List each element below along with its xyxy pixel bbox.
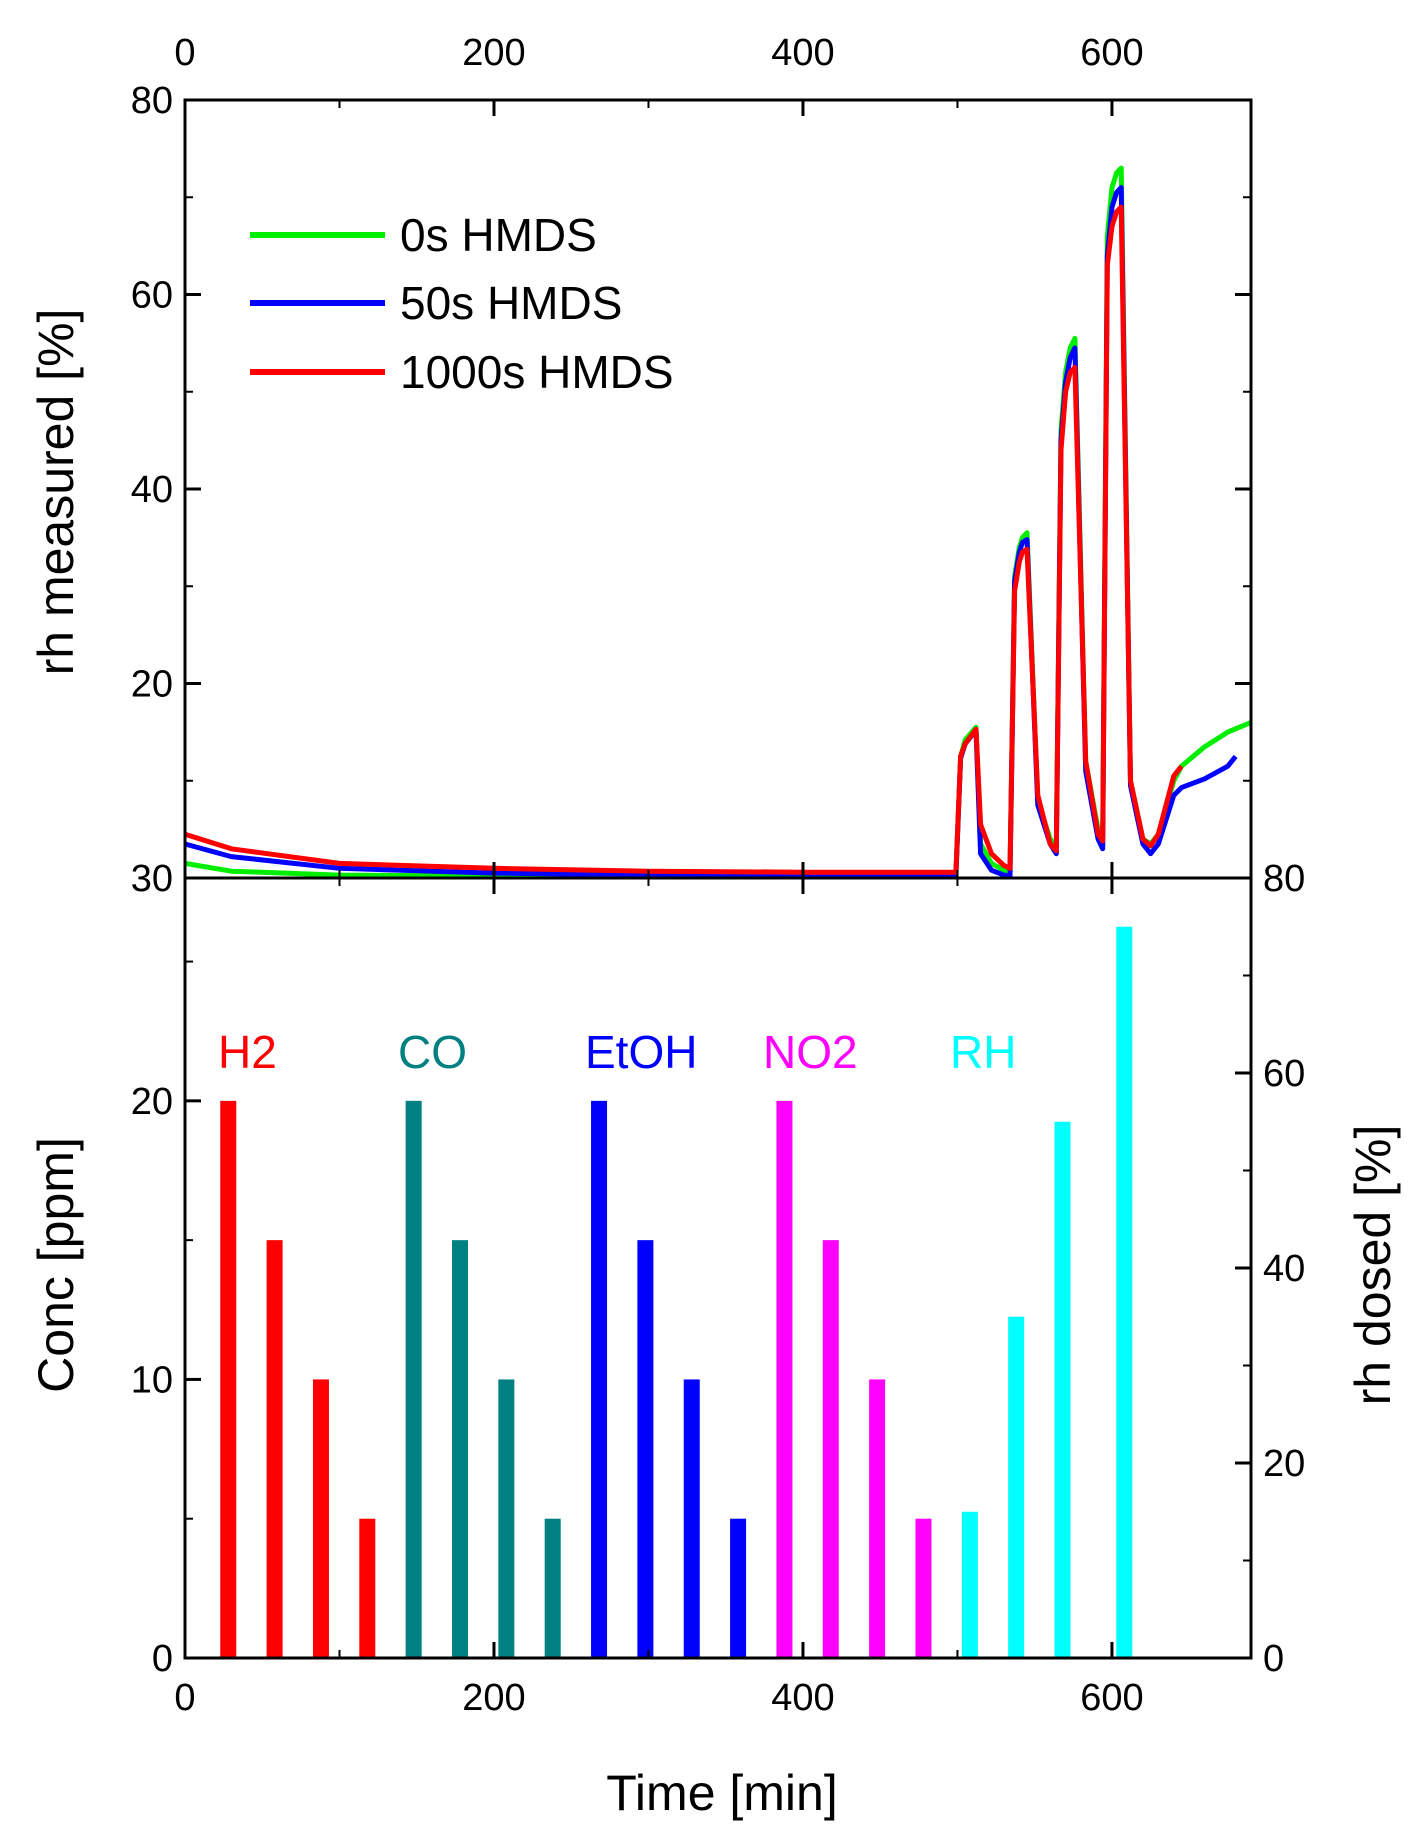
right-y-tick-label: 20: [1263, 1443, 1305, 1485]
group-label-co: CO: [398, 1026, 467, 1078]
bar-no2-2: [869, 1379, 886, 1658]
bar-rh-0: [961, 1511, 978, 1658]
top-y-tick-label: 60: [131, 275, 173, 317]
top-y-tick-label: 30: [131, 858, 173, 900]
legend-label-1000s: 1000s HMDS: [400, 346, 674, 398]
top-panel: 30 20 40 60 800 200 400 600: [131, 32, 1253, 900]
top-x-tick-label: 200: [462, 32, 525, 74]
legend: 0s HMDS 50s HMDS 1000s HMDS: [250, 209, 674, 398]
bar-etoh-3: [730, 1518, 747, 1658]
top-x-tick-label: 0: [174, 32, 195, 74]
bottom-y-tick-label: 10: [131, 1359, 173, 1401]
bottom-x-tick-label: 600: [1080, 1677, 1143, 1719]
bottom-y-axis-title: Conc [ppm]: [28, 1137, 84, 1393]
right-y-tick-label: 60: [1263, 1053, 1305, 1095]
bar-rh-1: [1008, 1316, 1025, 1658]
top-y-tick-label: 20: [131, 664, 173, 706]
bottom-plot-frame: [183, 876, 1253, 1660]
bar-rh-3: [1116, 926, 1133, 1658]
bar-h2-1: [266, 1240, 283, 1658]
bottom-x-tick-label: 200: [462, 1677, 525, 1719]
group-label-h2: H2: [218, 1026, 277, 1078]
bar-etoh-0: [591, 1100, 608, 1658]
bottom-x-tick-label: 400: [771, 1677, 834, 1719]
bar-co-2: [498, 1379, 515, 1658]
series-line-0: [184, 165, 1252, 879]
top-y-tick-label: 40: [131, 469, 173, 511]
right-y-tick-label: 40: [1263, 1248, 1305, 1290]
group-label-rh: RH: [950, 1026, 1016, 1078]
bar-no2-0: [776, 1100, 793, 1658]
bar-co-1: [451, 1240, 468, 1658]
top-plot-frame: [183, 98, 1253, 880]
top-x-tick-label: 600: [1080, 32, 1143, 74]
group-labels: H2 CO EtOH NO2 RH: [218, 1026, 1016, 1078]
group-label-no2: NO2: [763, 1026, 858, 1078]
top-y-axis-title: rh measured [%]: [28, 309, 84, 676]
legend-label-0s: 0s HMDS: [400, 209, 597, 261]
series-line-2: [184, 204, 1184, 875]
x-axis-title: Time [min]: [606, 1765, 838, 1821]
bar-h2-0: [220, 1100, 237, 1658]
bar-no2-1: [822, 1240, 839, 1658]
bottom-y-tick-label: 20: [131, 1081, 173, 1123]
right-y-axis-title: rh dosed [%]: [1345, 1125, 1401, 1406]
bar-etoh-2: [683, 1379, 700, 1658]
right-y-tick-label: 80: [1263, 858, 1305, 900]
bottom-x-tick-label: 0: [174, 1677, 195, 1719]
bar-rh-2: [1054, 1121, 1071, 1658]
right-y-tick-label: 0: [1263, 1638, 1284, 1680]
top-x-tick-label: 400: [771, 32, 834, 74]
bar-etoh-1: [637, 1240, 654, 1658]
legend-label-50s: 50s HMDS: [400, 277, 622, 329]
bar-h2-3: [359, 1518, 376, 1658]
group-label-etoh: EtOH: [585, 1026, 697, 1078]
top-y-tick-label: 80: [131, 80, 173, 122]
bar-h2-2: [312, 1379, 329, 1658]
bar-co-3: [544, 1518, 561, 1658]
bar-co-0: [405, 1100, 422, 1658]
bar-no2-3: [915, 1518, 932, 1658]
bottom-y-tick-label: 0: [152, 1638, 173, 1680]
